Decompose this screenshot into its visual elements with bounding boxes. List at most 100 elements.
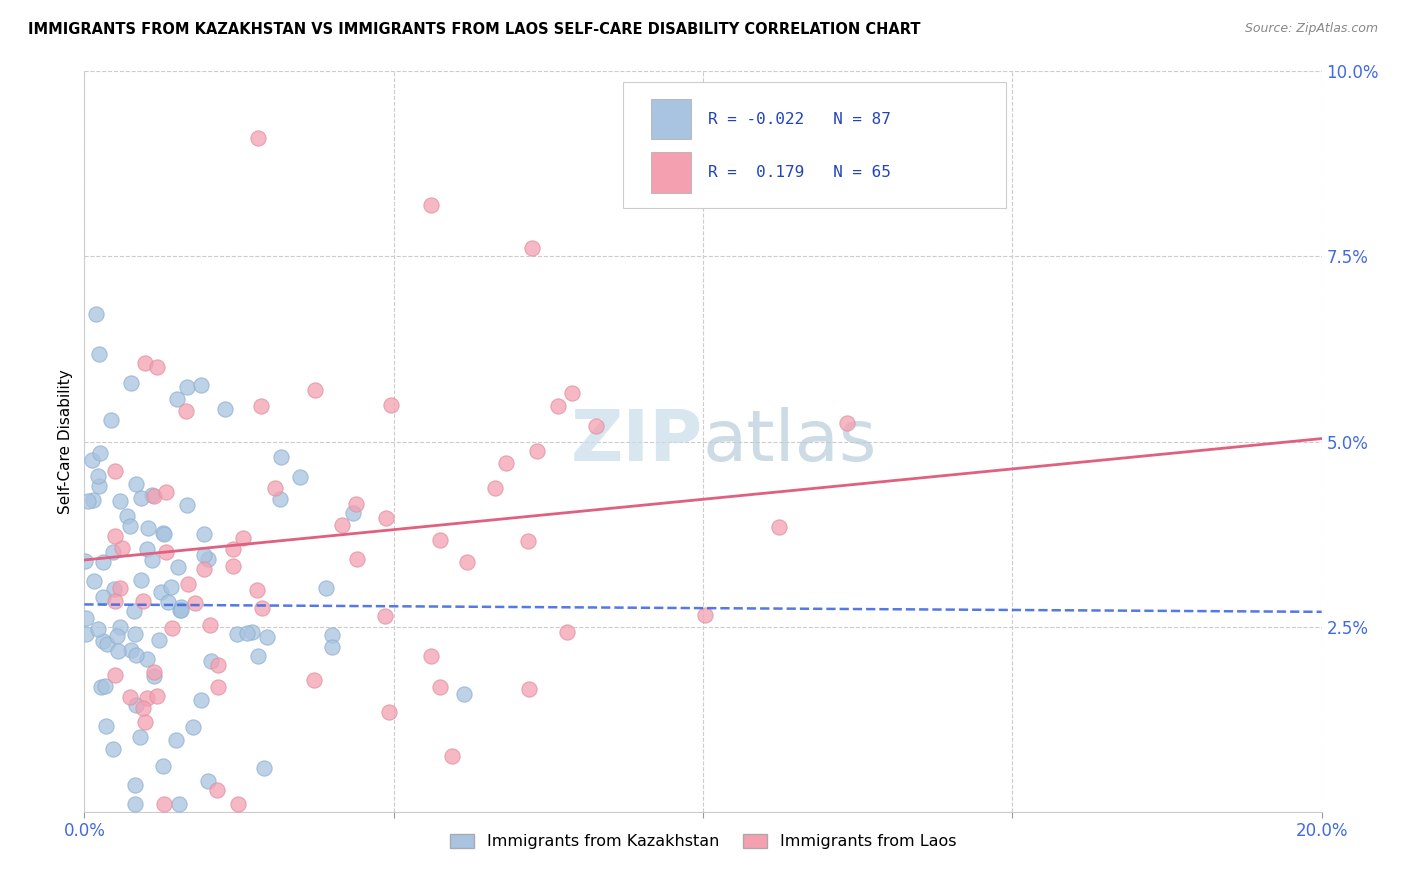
Point xyxy=(346,552,368,566)
Point xyxy=(837,416,859,430)
Legend: Immigrants from Kazakhstan, Immigrants from Laos: Immigrants from Kazakhstan, Immigrants f… xyxy=(443,827,963,855)
Text: atlas: atlas xyxy=(703,407,877,476)
Point xyxy=(124,603,146,617)
Point xyxy=(419,197,441,211)
Point xyxy=(143,669,166,683)
Point xyxy=(104,465,127,479)
Point xyxy=(555,625,578,640)
Point xyxy=(94,679,117,693)
Point xyxy=(222,558,245,573)
Point xyxy=(124,477,146,491)
Point xyxy=(561,386,583,401)
Point xyxy=(118,519,141,533)
Point xyxy=(145,690,167,704)
Point xyxy=(453,687,475,701)
Point xyxy=(228,797,250,812)
Point xyxy=(270,450,292,465)
Text: R = -0.022   N = 87: R = -0.022 N = 87 xyxy=(709,112,891,127)
Point xyxy=(290,470,312,484)
Point xyxy=(148,632,170,647)
Point xyxy=(117,509,139,524)
Point xyxy=(429,680,451,694)
Point xyxy=(73,554,96,568)
Point xyxy=(124,627,146,641)
Point xyxy=(330,517,353,532)
Point xyxy=(207,657,229,672)
Point xyxy=(90,680,112,694)
Point xyxy=(256,630,278,644)
Point xyxy=(141,488,163,502)
Point xyxy=(91,634,114,648)
Point xyxy=(124,797,146,812)
Point xyxy=(157,595,180,609)
Point xyxy=(207,680,229,694)
Point xyxy=(120,376,142,390)
Point xyxy=(342,506,364,520)
Point xyxy=(129,491,152,506)
Point xyxy=(380,398,402,412)
Point xyxy=(315,581,337,595)
Point xyxy=(263,481,285,495)
Point xyxy=(105,628,128,642)
Point xyxy=(101,545,124,559)
FancyBboxPatch shape xyxy=(651,99,690,139)
Point xyxy=(193,562,215,576)
Point xyxy=(96,637,118,651)
Point xyxy=(197,774,219,789)
FancyBboxPatch shape xyxy=(623,82,1007,209)
Point xyxy=(103,582,125,596)
Point xyxy=(83,574,105,588)
Point xyxy=(75,627,97,641)
Point xyxy=(176,499,198,513)
Point xyxy=(120,642,142,657)
Point xyxy=(247,648,270,663)
Point xyxy=(249,400,271,414)
Point xyxy=(146,360,169,375)
Point xyxy=(120,690,142,704)
Point xyxy=(495,456,517,470)
Point xyxy=(181,720,204,734)
Point xyxy=(132,594,155,608)
Point xyxy=(240,625,263,640)
Point xyxy=(149,585,172,599)
Point xyxy=(108,581,131,595)
Point xyxy=(87,468,110,483)
Point xyxy=(107,644,129,658)
Point xyxy=(190,692,212,706)
Point xyxy=(104,594,127,608)
Point xyxy=(520,241,543,255)
Point xyxy=(373,609,395,624)
Point xyxy=(165,733,187,747)
Point xyxy=(80,453,103,467)
Point xyxy=(153,797,176,812)
Point xyxy=(132,700,155,714)
Point xyxy=(93,555,115,569)
Point xyxy=(125,648,148,663)
Point xyxy=(585,419,607,434)
Point xyxy=(232,532,254,546)
Point xyxy=(128,731,150,745)
Point xyxy=(108,620,131,634)
Point xyxy=(321,628,343,642)
Text: ZIP: ZIP xyxy=(571,407,703,476)
Point xyxy=(197,551,219,566)
Point xyxy=(526,444,548,458)
Point xyxy=(162,621,184,635)
Point xyxy=(87,622,110,636)
Point xyxy=(89,479,111,493)
Point xyxy=(226,627,249,641)
Point xyxy=(221,542,243,557)
Point xyxy=(456,555,478,569)
Point xyxy=(159,580,181,594)
Point xyxy=(695,608,717,623)
Point xyxy=(93,591,115,605)
Point xyxy=(104,528,127,542)
Point xyxy=(155,485,177,500)
Point xyxy=(75,611,97,625)
Y-axis label: Self-Care Disability: Self-Care Disability xyxy=(58,369,73,514)
Point xyxy=(104,668,127,682)
Point xyxy=(136,521,159,535)
Point xyxy=(768,520,790,534)
Point xyxy=(174,404,197,418)
Point xyxy=(169,603,191,617)
